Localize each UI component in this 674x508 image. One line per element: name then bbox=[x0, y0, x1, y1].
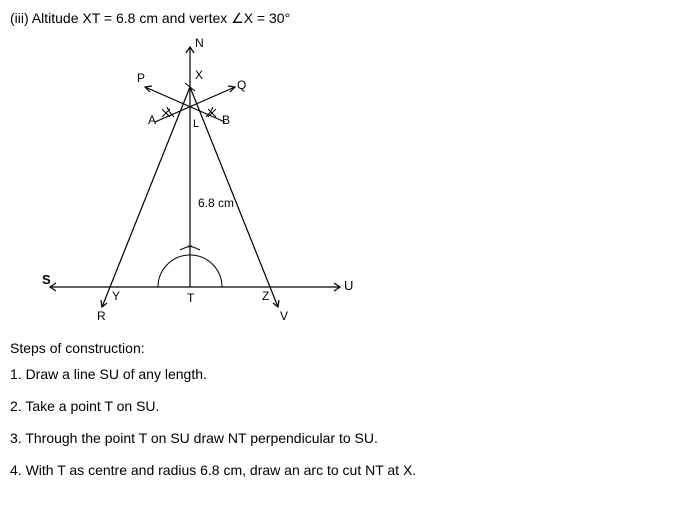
altitude-value: 6.8 cm bbox=[116, 10, 158, 26]
label-P: P bbox=[137, 71, 145, 85]
label-X: X bbox=[195, 68, 203, 82]
label-S: S bbox=[42, 272, 51, 287]
label-R: R bbox=[97, 309, 106, 323]
diagram-container: N X P Q A L B 6.8 cm S U Y T Z R V bbox=[40, 32, 380, 332]
angle-label: ∠X bbox=[231, 10, 253, 26]
label-Q: Q bbox=[237, 78, 246, 92]
problem-statement: (iii) Altitude XT = 6.8 cm and vertex ∠X… bbox=[10, 10, 664, 27]
steps-title: Steps of construction: bbox=[10, 340, 664, 356]
label-B: B bbox=[222, 113, 230, 127]
roman-numeral: (iii) bbox=[10, 10, 29, 26]
label-V: V bbox=[280, 309, 288, 323]
step-3: 3. Through the point T on SU draw NT per… bbox=[10, 430, 664, 446]
text-mid: and vertex bbox=[158, 10, 231, 26]
label-altitude: 6.8 cm bbox=[198, 196, 234, 210]
line-PX-ext bbox=[145, 87, 225, 122]
text-after: = bbox=[253, 10, 269, 26]
step-2: 2. Take a point T on SU. bbox=[10, 398, 664, 414]
angle-value: 30° bbox=[269, 10, 290, 26]
step-4: 4. With T as centre and radius 6.8 cm, d… bbox=[10, 462, 664, 478]
construction-diagram: N X P Q A L B 6.8 cm S U Y T Z R V bbox=[40, 32, 380, 332]
label-A: A bbox=[148, 113, 156, 127]
label-U: U bbox=[344, 278, 353, 293]
label-T: T bbox=[187, 291, 195, 305]
label-N: N bbox=[195, 36, 204, 50]
step-1: 1. Draw a line SU of any length. bbox=[10, 366, 664, 382]
label-Z: Z bbox=[262, 289, 269, 303]
text-before: Altitude XT = bbox=[32, 10, 116, 26]
label-L: L bbox=[193, 118, 199, 130]
label-Y: Y bbox=[112, 289, 120, 303]
